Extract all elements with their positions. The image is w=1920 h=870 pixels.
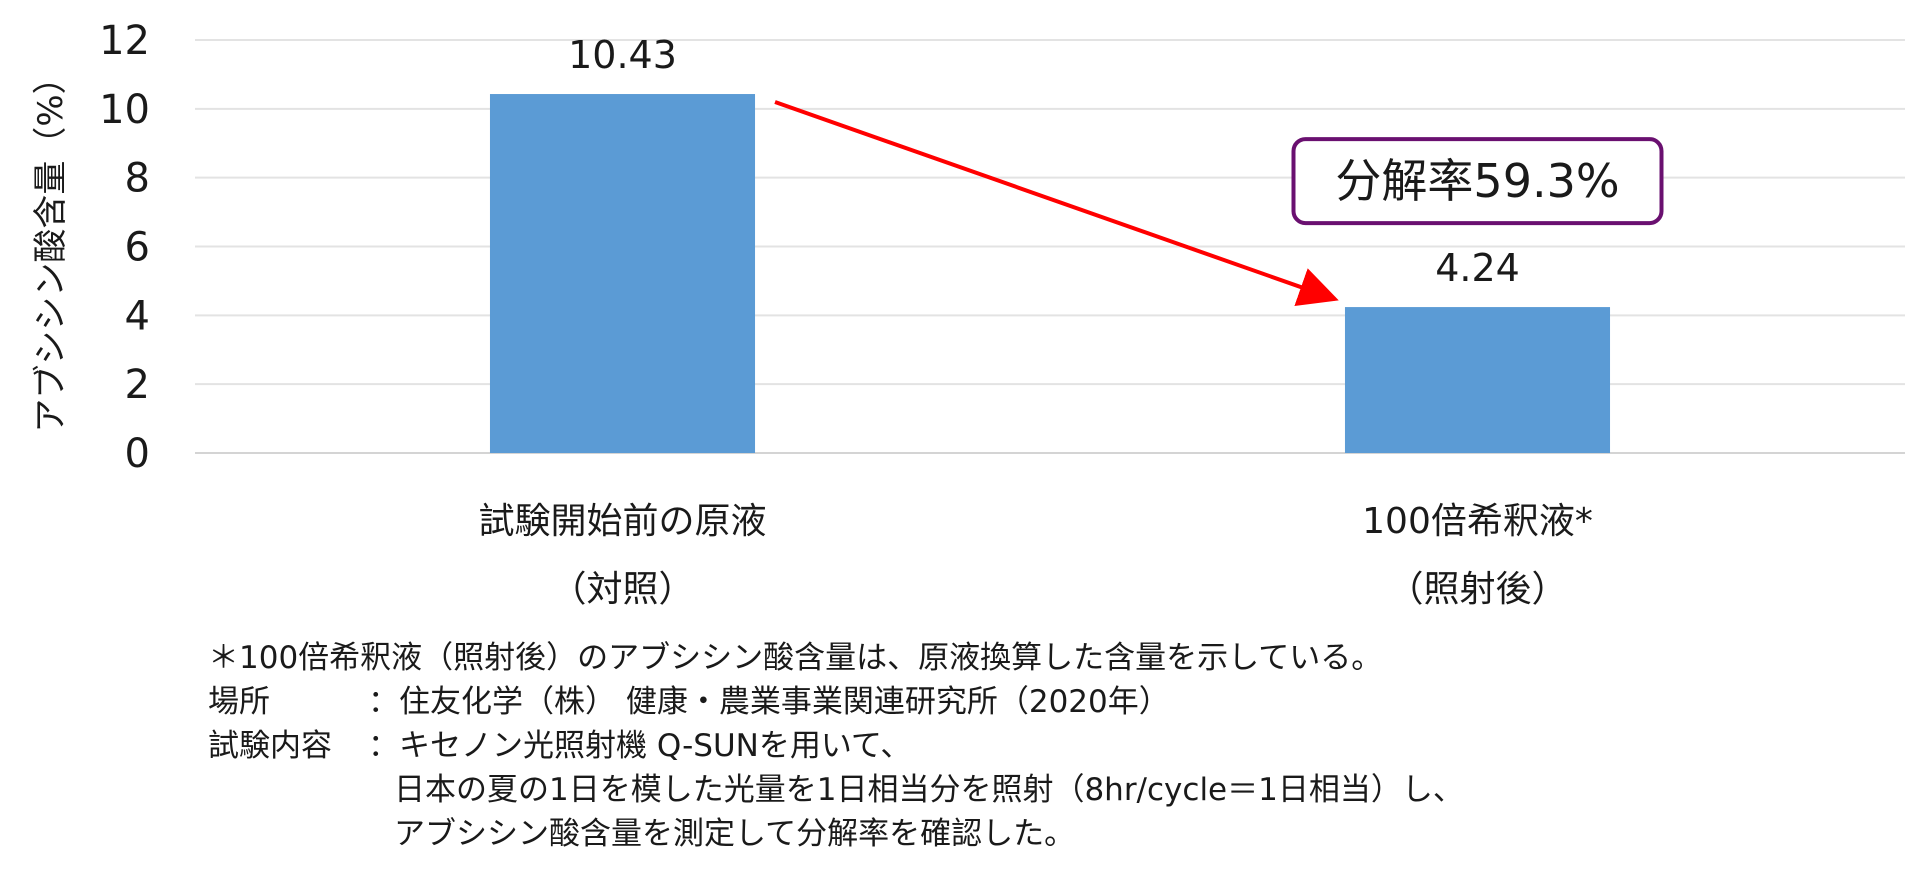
data-label: 10.43 — [568, 33, 677, 77]
decomposition-annotation: 分解率59.3% — [774, 100, 1664, 306]
y-tick-label: 6 — [125, 225, 150, 271]
bars — [489, 94, 1611, 453]
category-label: 試験開始前の原液 — [478, 501, 766, 542]
y-axis-label: アブシシン酸含量（%） — [31, 60, 71, 432]
data-labels: 10.43 4.24 — [568, 33, 1520, 290]
y-tick-label: 10 — [99, 87, 150, 133]
note-test-term: 試験内容 — [208, 728, 332, 764]
note-place: 場所 ：住友化学（株） 健康・農業事業関連研究所（2020年） — [208, 680, 1464, 724]
decomposition-arrow — [774, 100, 1339, 306]
decomposition-rate-text: 分解率59.3% — [1335, 154, 1619, 208]
category-label: （照射後） — [1387, 569, 1567, 610]
note-test-line3: アブシシン酸含量を測定して分解率を確認した。 — [394, 816, 1076, 852]
note-test-line1: ：キセノン光照射機 Q-SUNを用いて、 — [368, 728, 912, 764]
abscisic-acid-bar-chart: 0 2 4 6 8 10 12 10.43 4.24 試験開始前の原液 （対照） 100倍希釈液*… — [31, 18, 1905, 610]
bar — [1344, 307, 1611, 453]
category-label: 100倍希釈液* — [1362, 501, 1593, 542]
y-tick-label: 4 — [125, 293, 150, 339]
note-place-value: ：住友化学（株） 健康・農業事業関連研究所（2020年） — [368, 684, 1170, 720]
gridlines — [195, 39, 1905, 454]
notes-block: ＊100倍希釈液（照射後）のアブシシン酸含量は、原液換算した含量を示している。 … — [208, 636, 1464, 856]
y-tick-label: 2 — [125, 362, 150, 408]
data-label: 4.24 — [1435, 246, 1520, 290]
decomposition-rate-box — [1291, 137, 1664, 226]
y-tick-label: 8 — [125, 156, 150, 202]
y-tick-label: 0 — [125, 431, 150, 477]
note-place-term: 場所 — [208, 684, 270, 720]
y-tick-label: 12 — [99, 18, 150, 64]
category-label: （対照） — [550, 569, 694, 610]
footnote: ＊100倍希釈液（照射後）のアブシシン酸含量は、原液換算した含量を示している。 — [208, 640, 1383, 676]
y-axis-ticks: 0 2 4 6 8 10 12 — [99, 18, 150, 477]
note-test: 試験内容 ：キセノン光照射機 Q-SUNを用いて、 — [208, 724, 1464, 768]
note-test-line2: 日本の夏の1日を模した光量を1日相当分を照射（8hr/cycle＝1日相当）し、 — [394, 772, 1464, 808]
category-labels: 試験開始前の原液 （対照） 100倍希釈液* （照射後） — [478, 501, 1592, 610]
bar — [489, 94, 756, 453]
